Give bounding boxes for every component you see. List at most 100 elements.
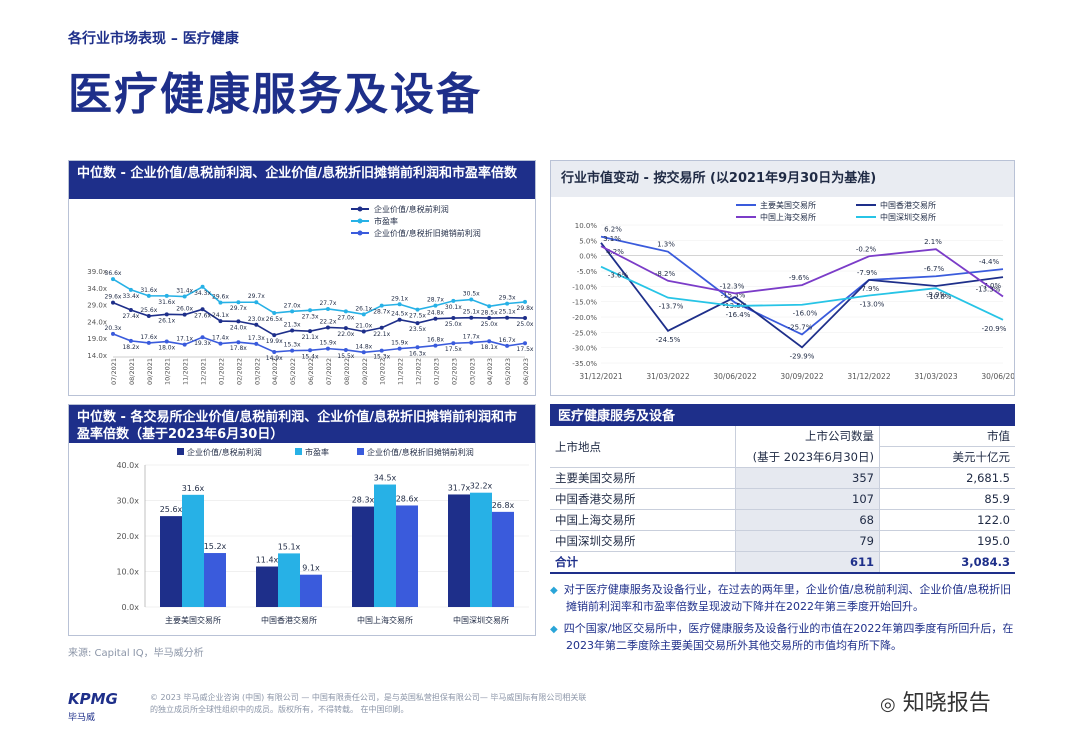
total-place: 合计	[550, 551, 736, 574]
data-point	[218, 300, 223, 305]
data-label: 29.8x	[517, 305, 534, 312]
wechat-icon: ◎	[880, 694, 896, 715]
data-label: 4.2%	[606, 248, 624, 256]
kpmg-logo-sub: 毕马威	[68, 713, 96, 723]
row-count: 107	[735, 488, 880, 510]
data-label: -25.7%	[788, 323, 813, 331]
data-point	[523, 341, 527, 346]
data-label: 14.8x	[355, 343, 372, 350]
x-tick-label: 05/2023	[504, 358, 512, 385]
data-label: 32.2x	[470, 482, 493, 491]
data-label: 27.0x	[337, 314, 354, 321]
table-row: 中国香港交易所 107 85.9	[550, 488, 1015, 510]
row-value: 122.0	[879, 509, 1015, 531]
data-point	[164, 339, 169, 344]
data-point	[272, 333, 277, 338]
x-tick-label: 04/2022	[271, 358, 279, 385]
data-point	[272, 311, 277, 315]
data-label: 15.3x	[284, 342, 301, 349]
x-tick-label: 07/2022	[325, 358, 333, 385]
data-label: 24.5x	[391, 311, 408, 318]
data-label: 30.5x	[463, 291, 480, 298]
legend-label: 企业价值/息税折旧摊销前利润	[367, 447, 474, 457]
data-label: 22.2x	[319, 318, 336, 325]
data-label: -13.0%	[860, 301, 885, 309]
y-tick-label: -30.0%	[572, 345, 597, 353]
legend-marker	[357, 230, 363, 236]
bar	[182, 494, 204, 607]
data-label: -3.6%	[608, 272, 629, 280]
x-tick-label: 11/2021	[182, 358, 190, 385]
market-change-panel: 行业市值变动 - 按交易所 (以2021年9月30日为基准) 主要美国交易所 中国…	[550, 160, 1015, 396]
bar	[300, 574, 322, 607]
series-line	[112, 278, 526, 316]
data-label: 19.3x	[194, 340, 211, 347]
bar	[278, 553, 300, 607]
data-point	[379, 348, 384, 353]
data-label: 30.1x	[445, 304, 462, 311]
legend-label: 企业价值/息税折旧摊销前利润	[374, 228, 481, 238]
y-tick-label: 30.0x	[116, 497, 139, 506]
x-tick-label: 30/06/2023	[981, 372, 1014, 381]
data-label: 28.6x	[396, 494, 419, 503]
data-label: 25.1x	[499, 309, 516, 316]
total-count: 611	[735, 551, 880, 574]
legend-label: 市盈率	[305, 447, 329, 457]
listing-table-heading: 医疗健康服务及设备	[550, 404, 1015, 426]
y-tick-label: 24.0x	[87, 318, 107, 326]
data-label: -10.6%	[927, 293, 952, 301]
legend-swatch	[357, 448, 364, 455]
y-tick-label: 10.0x	[116, 568, 139, 577]
data-label: 3.1%	[603, 235, 621, 243]
page-title: 医疗健康服务及设备	[68, 69, 482, 120]
legend-marker	[357, 218, 363, 224]
data-point	[254, 341, 259, 346]
copyright-line-2: 的独立成员所全球性组织中的成员。版权所有，不得转载。 在中国印刷。	[150, 705, 409, 714]
data-label: 16.3x	[409, 350, 426, 357]
bar	[204, 553, 226, 607]
bar	[160, 516, 182, 607]
data-point	[146, 314, 151, 319]
row-count: 357	[735, 467, 880, 489]
data-label: -12.3%	[720, 282, 745, 290]
data-point	[379, 325, 384, 330]
y-tick-label: -20.0%	[572, 314, 597, 322]
data-point	[397, 317, 402, 322]
data-label: 31.6x	[158, 299, 175, 306]
data-label: 34.3x	[194, 290, 211, 297]
data-label: 26.8x	[492, 501, 515, 510]
data-point	[487, 316, 492, 321]
data-point	[469, 340, 474, 345]
data-point	[254, 300, 259, 305]
row-count: 79	[735, 530, 880, 552]
bullet-1: ◆ 对于医疗健康服务及设备行业，在过去的两年里，企业价值/息税前利润、企业价值/息…	[550, 582, 1015, 615]
data-point	[523, 316, 527, 321]
data-label: 26.1x	[158, 317, 175, 324]
x-tick-label: 04/2023	[486, 358, 494, 385]
data-point	[236, 340, 241, 345]
y-tick-label: -5.0%	[577, 268, 598, 276]
data-label: -9.9%	[926, 291, 947, 299]
diamond-icon: ◆	[550, 585, 558, 596]
multiples-line-heading: 中位数 - 企业价值/息税前利润、企业价值/息税折旧摊销前利润和市盈率倍数	[69, 161, 535, 199]
data-point	[182, 294, 187, 299]
x-tick-label: 09/2021	[146, 358, 154, 385]
data-label: 24.0x	[230, 324, 247, 331]
data-point	[290, 328, 295, 333]
x-tick-label: 中国上海交易所	[357, 615, 413, 625]
data-point	[146, 340, 151, 345]
data-point	[361, 350, 366, 355]
data-label: 20.3x	[105, 325, 122, 332]
legend-label: 主要美国交易所	[760, 200, 816, 210]
data-label: -13.7%	[659, 303, 684, 311]
data-label: 17.7x	[463, 334, 480, 341]
x-tick-label: 31/03/2022	[646, 372, 689, 381]
y-tick-label: 0.0%	[579, 253, 597, 261]
data-label: 22.1x	[373, 331, 390, 338]
data-point	[200, 284, 205, 289]
data-label: 17.5x	[517, 346, 534, 353]
x-tick-label: 06/2022	[307, 358, 315, 385]
col-header-count-1: 上市公司数量	[805, 429, 874, 444]
x-tick-label: 31/03/2023	[914, 372, 957, 381]
y-tick-label: 29.0x	[87, 302, 107, 310]
